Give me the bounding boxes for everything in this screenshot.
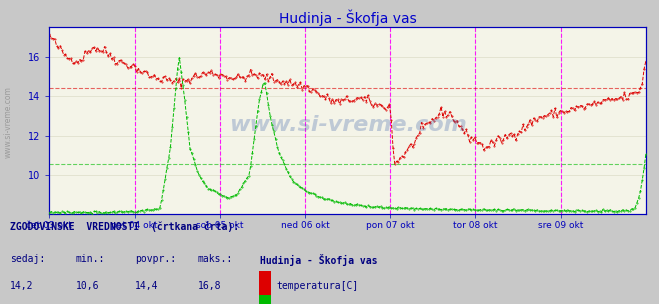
Bar	[259, 271, 271, 295]
Text: www.si-vreme.com: www.si-vreme.com	[229, 115, 467, 135]
Text: temperatura[C]: temperatura[C]	[276, 282, 358, 292]
Title: Hudinja - Škofja vas: Hudinja - Škofja vas	[279, 10, 416, 26]
Text: ZGODOVINSKE  VREDNOSTI  (črtkana črta):: ZGODOVINSKE VREDNOSTI (črtkana črta):	[10, 222, 239, 232]
Text: www.si-vreme.com: www.si-vreme.com	[3, 86, 13, 157]
Text: 16,8: 16,8	[198, 282, 221, 292]
Text: sedaj:: sedaj:	[10, 254, 45, 264]
Text: povpr.:: povpr.:	[135, 254, 176, 264]
Text: min.:: min.:	[76, 254, 105, 264]
Text: maks.:: maks.:	[198, 254, 233, 264]
Bar	[259, 295, 271, 304]
Text: 14,2: 14,2	[10, 282, 34, 292]
Text: Hudinja - Škofja vas: Hudinja - Škofja vas	[260, 254, 378, 266]
Text: 14,4: 14,4	[135, 282, 159, 292]
Text: 10,6: 10,6	[76, 282, 100, 292]
